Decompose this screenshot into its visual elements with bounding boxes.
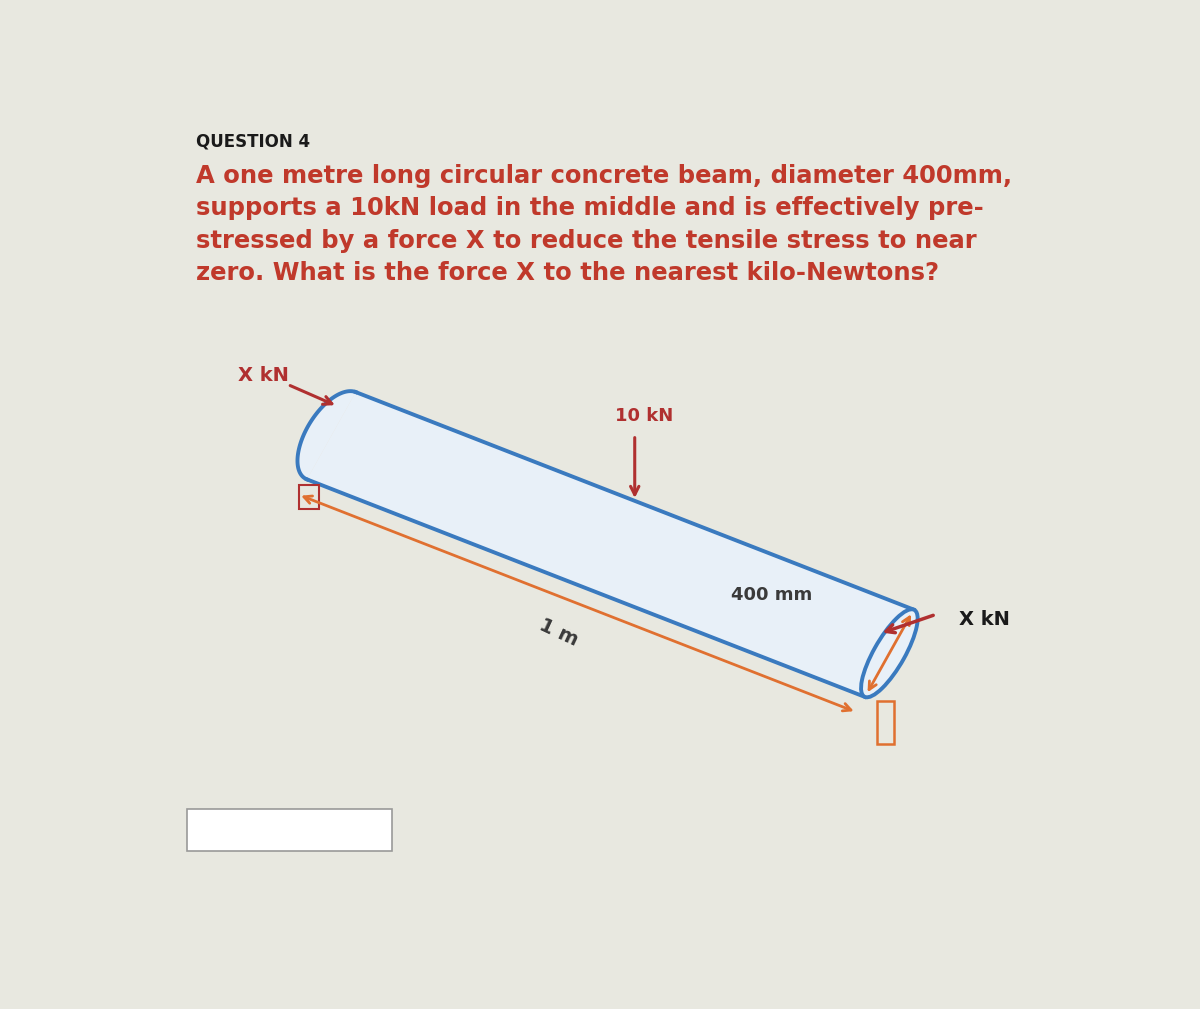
- Text: A one metre long circular concrete beam, diameter 400mm,
supports a 10kN load in: A one metre long circular concrete beam,…: [197, 163, 1013, 286]
- Text: QUESTION 4: QUESTION 4: [197, 133, 311, 150]
- Text: 1 m: 1 m: [536, 615, 581, 650]
- Bar: [877, 701, 894, 744]
- Text: 400 mm: 400 mm: [731, 586, 812, 604]
- Polygon shape: [307, 393, 913, 697]
- Ellipse shape: [862, 609, 918, 697]
- Text: X kN: X kN: [239, 366, 289, 385]
- Text: 10 kN: 10 kN: [614, 408, 673, 426]
- Bar: [299, 484, 319, 510]
- Polygon shape: [298, 391, 355, 479]
- Text: X kN: X kN: [959, 610, 1010, 630]
- Bar: [187, 808, 391, 852]
